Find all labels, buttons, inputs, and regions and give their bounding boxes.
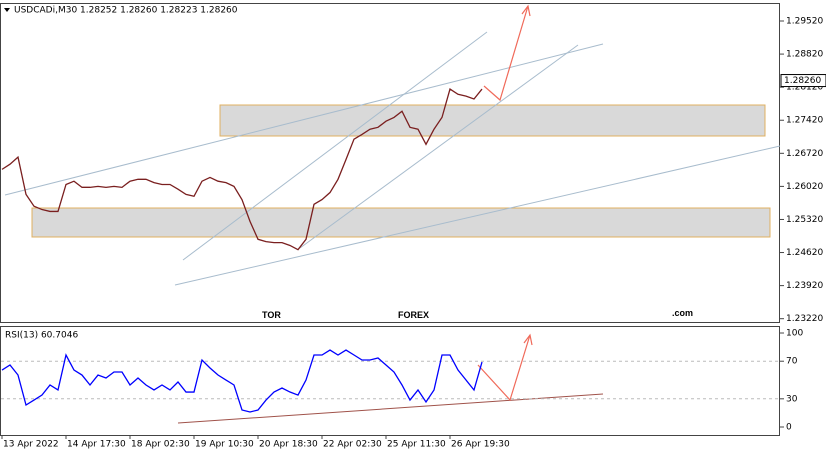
support-zone bbox=[31, 207, 771, 238]
x-tick-label: 14 Apr 17:30 bbox=[67, 440, 126, 450]
x-tick-label: 22 Apr 02:30 bbox=[323, 440, 382, 450]
watermark: .com bbox=[672, 308, 693, 318]
x-tick-label: 26 Apr 19:30 bbox=[451, 440, 510, 450]
resistance-zone bbox=[219, 104, 766, 137]
y-tick-label: 1.29520 bbox=[786, 17, 823, 27]
y-tick-label: 1.28120 bbox=[786, 83, 823, 93]
trend-line bbox=[4, 43, 604, 196]
y-tick-label: 1.23220 bbox=[786, 314, 823, 324]
x-tick-label: 25 Apr 11:30 bbox=[387, 440, 446, 450]
y-tick-label: 1.23920 bbox=[786, 281, 823, 291]
x-tick-label: 19 Apr 10:30 bbox=[195, 440, 254, 450]
rsi-trend-line bbox=[177, 393, 604, 424]
price-line bbox=[1, 88, 483, 251]
arrow-head bbox=[523, 333, 533, 346]
y-tick-label: 1.28820 bbox=[786, 50, 823, 60]
y-tick-label: 1.26720 bbox=[786, 149, 823, 159]
rsi-panel bbox=[0, 326, 780, 436]
watermark: TOR bbox=[262, 310, 281, 320]
y-tick-label: 0 bbox=[786, 423, 792, 433]
y-tick-label: 1.26020 bbox=[786, 182, 823, 192]
y-tick-label: 1.27420 bbox=[786, 116, 823, 126]
trend-line bbox=[174, 145, 781, 286]
y-tick-label: 30 bbox=[786, 394, 798, 404]
y-tick-label: 100 bbox=[786, 329, 803, 339]
price-marker bbox=[780, 74, 826, 88]
trend-lines bbox=[4, 31, 781, 286]
price-line bbox=[1, 349, 483, 413]
trend-line bbox=[299, 44, 579, 249]
menu-triangle bbox=[4, 8, 10, 12]
x-tick-label: 20 Apr 18:30 bbox=[259, 440, 318, 450]
x-tick-label: 13 Apr 2022 bbox=[3, 440, 59, 450]
trend-line bbox=[182, 31, 488, 261]
rsi-title: RSI(13) 60.7046 bbox=[5, 331, 78, 341]
y-tick-label: 1.25320 bbox=[786, 215, 823, 225]
price-panel bbox=[0, 3, 780, 323]
price-marker-label: 1.28260 bbox=[784, 76, 821, 86]
arrow bbox=[477, 334, 531, 402]
watermark: FOREX bbox=[398, 310, 429, 320]
x-tick-label: 18 Apr 02:30 bbox=[131, 440, 190, 450]
forecast-arrows bbox=[477, 4, 533, 402]
chart-title: USDCADi,M30 1.28252 1.28260 1.28223 1.28… bbox=[14, 6, 238, 16]
arrow bbox=[483, 5, 529, 102]
y-tick-label: 1.24620 bbox=[786, 248, 823, 258]
arrow-head bbox=[521, 4, 531, 17]
y-tick-label: 70 bbox=[786, 357, 798, 367]
